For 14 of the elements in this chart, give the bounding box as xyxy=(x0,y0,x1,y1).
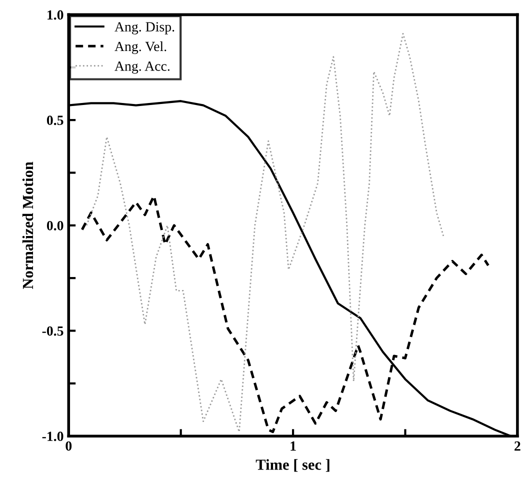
y-tick-label: 0.5 xyxy=(46,116,64,126)
y-axis-title: Normalized Motion xyxy=(22,162,34,289)
y-tick-label: 0.0 xyxy=(46,220,64,230)
legend-label: Ang. Vel. xyxy=(114,41,166,54)
x-tick-label: 0 xyxy=(66,441,72,451)
y-tick-label: -0.5 xyxy=(42,326,64,336)
y-tick-label: 1.0 xyxy=(48,10,64,20)
x-axis-title: Time [ sec ] xyxy=(256,459,330,472)
legend-label: Ang. Acc. xyxy=(114,62,170,74)
legend-label: Ang. Disp. xyxy=(114,22,174,34)
x-tick-label: 2 xyxy=(514,441,520,451)
line-series xyxy=(86,32,444,433)
x-tick-label: 1 xyxy=(290,441,296,451)
y-tick-label: -1.0 xyxy=(42,432,64,442)
